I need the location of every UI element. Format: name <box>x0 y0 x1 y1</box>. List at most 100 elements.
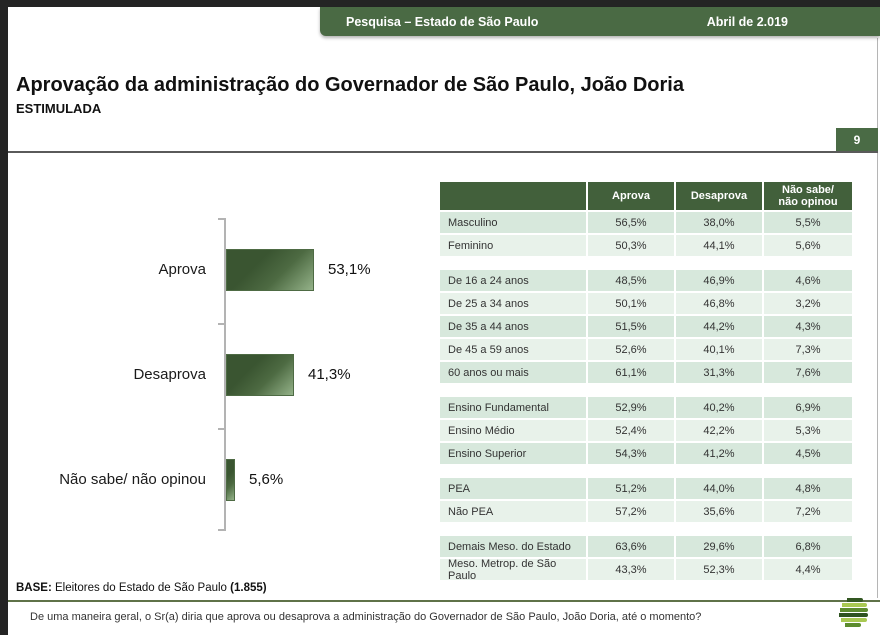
demographics-table: Aprova Desaprova Não sabe/não opinou Mascul… <box>440 182 854 582</box>
table-value-cell: 51,5% <box>588 316 674 337</box>
table-row: De 45 a 59 anos 52,6% 40,1% 7,3% <box>440 339 854 360</box>
table-value-cell: 52,4% <box>588 420 674 441</box>
table-value-cell: 40,2% <box>676 397 762 418</box>
table-row: De 25 a 34 anos 50,1% 46,8% 3,2% <box>440 293 854 314</box>
table-value-cell: 4,6% <box>764 270 852 291</box>
table-row-label: Ensino Fundamental <box>440 397 586 418</box>
table-row: Ensino Superior 54,3% 41,2% 4,5% <box>440 443 854 464</box>
chart-category-label: Desaprova <box>133 366 206 383</box>
table-row: Masculino 56,5% 38,0% 5,5% <box>440 212 854 233</box>
table-header-blank-cell <box>440 182 586 210</box>
table-value-cell: 3,2% <box>764 293 852 314</box>
table-value-cell: 46,9% <box>676 270 762 291</box>
table-header-cell: Não sabe/não opinou <box>764 182 852 210</box>
table-value-cell: 4,4% <box>764 559 852 580</box>
chart-category-label: Aprova <box>158 261 206 278</box>
table-value-cell: 54,3% <box>588 443 674 464</box>
table-row-label: Não PEA <box>440 501 586 522</box>
table-value-cell: 5,5% <box>764 212 852 233</box>
table-value-cell: 52,6% <box>588 339 674 360</box>
table-header-cell: Aprova <box>588 182 674 210</box>
slide-right-border <box>877 38 878 598</box>
logo-bar <box>839 613 868 617</box>
table-row: Ensino Fundamental 52,9% 40,2% 6,9% <box>440 397 854 418</box>
window-left-edge <box>0 0 8 635</box>
table-row: 60 anos ou mais 61,1% 31,3% 7,6% <box>440 362 854 383</box>
base-note: BASE: Eleitores do Estado de São Paulo (… <box>16 582 267 594</box>
table-value-cell: 29,6% <box>676 536 762 557</box>
table-row-label: 60 anos ou mais <box>440 362 586 383</box>
table-value-cell: 52,9% <box>588 397 674 418</box>
base-note-text: Eleitores do Estado de São Paulo <box>51 582 231 594</box>
table-row-label: Masculino <box>440 212 586 233</box>
chart-value-label: 53,1% <box>328 261 371 278</box>
table-value-cell: 57,2% <box>588 501 674 522</box>
table-row: De 35 a 44 anos 51,5% 44,2% 4,3% <box>440 316 854 337</box>
table-row: PEA 51,2% 44,0% 4,8% <box>440 478 854 499</box>
logo-bar <box>840 608 868 612</box>
table-value-cell: 31,3% <box>676 362 762 383</box>
table-row: Feminino 50,3% 44,1% 5,6% <box>440 235 854 256</box>
table-row-label: Ensino Superior <box>440 443 586 464</box>
page-number-badge: 9 <box>836 128 878 151</box>
axis-tick <box>218 323 225 325</box>
table-value-cell: 41,2% <box>676 443 762 464</box>
page-title: Aprovação da administração do Governador… <box>16 74 684 96</box>
logo-bar <box>841 618 867 622</box>
table-value-cell: 52,3% <box>676 559 762 580</box>
chart-axis: 53,1% 41,3% 5,6% <box>218 218 428 531</box>
logo-bar <box>842 603 867 607</box>
table-value-cell: 6,8% <box>764 536 852 557</box>
table-row-label: Ensino Médio <box>440 420 586 441</box>
table-header-row: Aprova Desaprova Não sabe/não opinou <box>440 182 854 210</box>
table-header-cell: Desaprova <box>676 182 762 210</box>
table-group-gap <box>440 466 854 478</box>
base-note-prefix: BASE: <box>16 582 52 594</box>
table-value-cell: 42,2% <box>676 420 762 441</box>
table-value-cell: 5,3% <box>764 420 852 441</box>
banner-date: Abril de 2.019 <box>706 14 788 29</box>
table-value-cell: 44,0% <box>676 478 762 499</box>
table-row: De 16 a 24 anos 48,5% 46,9% 4,6% <box>440 270 854 291</box>
table-value-cell: 6,9% <box>764 397 852 418</box>
table-group-gap <box>440 385 854 397</box>
table-value-cell: 44,1% <box>676 235 762 256</box>
table-group-gap <box>440 258 854 270</box>
table-value-cell: 7,3% <box>764 339 852 360</box>
axis-tick <box>218 428 225 430</box>
chart-category-label: Não sabe/ não opinou <box>59 471 206 488</box>
table-value-cell: 50,1% <box>588 293 674 314</box>
table-value-cell: 35,6% <box>676 501 762 522</box>
table-value-cell: 43,3% <box>588 559 674 580</box>
table-value-cell: 56,5% <box>588 212 674 233</box>
table-value-cell: 4,5% <box>764 443 852 464</box>
table-value-cell: 7,6% <box>764 362 852 383</box>
table-row-label: De 16 a 24 anos <box>440 270 586 291</box>
page-subtitle: ESTIMULADA <box>16 101 102 116</box>
axis-tick <box>218 218 225 220</box>
logo-bar <box>845 623 861 627</box>
table-row-label: Meso. Metrop. de São Paulo <box>440 558 586 582</box>
chart-value-label: 5,6% <box>249 471 284 488</box>
axis-tick <box>218 529 225 531</box>
table-value-cell: 5,6% <box>764 235 852 256</box>
table-row-label: De 35 a 44 anos <box>440 316 586 337</box>
table-value-cell: 7,2% <box>764 501 852 522</box>
table-row-label: Demais Meso. do Estado <box>440 536 586 557</box>
chart-value-label: 41,3% <box>308 366 351 383</box>
table-row: Meso. Metrop. de São Paulo 43,3% 52,3% 4,4% <box>440 558 854 582</box>
footer-divider <box>8 600 880 602</box>
table-row-label: De 25 a 34 anos <box>440 293 586 314</box>
table-value-cell: 4,3% <box>764 316 852 337</box>
window-top-edge <box>0 0 880 7</box>
table-value-cell: 40,1% <box>676 339 762 360</box>
chart-bar <box>226 354 294 396</box>
base-note-count: (1.855) <box>230 582 267 594</box>
table-row-label: De 45 a 59 anos <box>440 339 586 360</box>
banner-title: Pesquisa – Estado de São Paulo <box>346 14 539 29</box>
table-row: Demais Meso. do Estado 63,6% 29,6% 6,8% <box>440 536 854 557</box>
title-divider <box>8 151 878 153</box>
survey-question-text: De uma maneira geral, o Sr(a) diria que … <box>30 611 702 623</box>
table-value-cell: 46,8% <box>676 293 762 314</box>
table-value-cell: 61,1% <box>588 362 674 383</box>
